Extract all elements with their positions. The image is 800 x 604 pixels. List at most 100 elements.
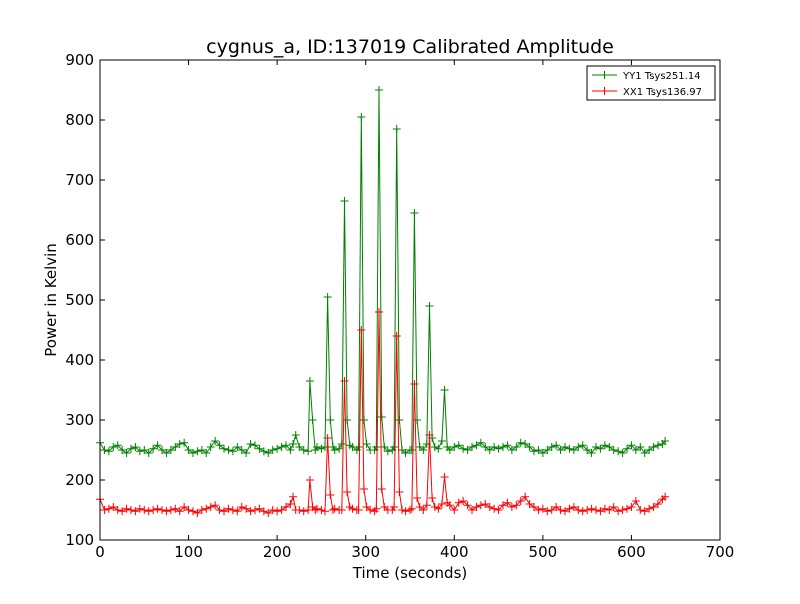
data-point bbox=[104, 504, 113, 513]
data-point bbox=[578, 507, 587, 516]
data-point bbox=[372, 443, 381, 451]
data-point bbox=[472, 441, 481, 450]
data-point bbox=[268, 446, 277, 454]
data-point bbox=[289, 492, 298, 501]
data-point bbox=[587, 449, 596, 457]
data-point bbox=[552, 503, 561, 511]
data-point bbox=[149, 506, 158, 514]
series-1 bbox=[96, 308, 670, 517]
data-point bbox=[530, 447, 538, 456]
data-point bbox=[153, 441, 162, 450]
data-point bbox=[122, 449, 131, 457]
data-point bbox=[596, 444, 605, 453]
data-point bbox=[242, 449, 251, 457]
data-point bbox=[631, 497, 640, 505]
series-line bbox=[99, 311, 666, 514]
data-point bbox=[113, 506, 122, 514]
data-point bbox=[197, 446, 206, 454]
plot-frame bbox=[99, 59, 721, 541]
y-tick-label: 800 bbox=[65, 111, 94, 129]
data-point bbox=[468, 443, 476, 451]
data-point bbox=[131, 507, 140, 516]
data-point bbox=[144, 507, 153, 516]
data-point bbox=[623, 504, 631, 513]
data-point bbox=[398, 506, 407, 514]
data-point bbox=[375, 308, 383, 316]
data-point bbox=[295, 506, 304, 514]
data-point bbox=[445, 446, 454, 454]
data-point bbox=[383, 447, 392, 456]
data-point bbox=[118, 507, 127, 516]
data-point bbox=[661, 437, 670, 445]
data-point bbox=[286, 446, 295, 454]
data-point bbox=[507, 503, 516, 511]
data-point bbox=[357, 326, 366, 334]
data-point bbox=[162, 507, 171, 516]
x-tick-label: 700 bbox=[706, 543, 735, 561]
data-point bbox=[440, 473, 449, 481]
data-point bbox=[228, 506, 237, 514]
data-point bbox=[425, 302, 434, 310]
data-point bbox=[440, 386, 449, 394]
data-point bbox=[578, 441, 587, 450]
data-point bbox=[645, 504, 654, 513]
data-point bbox=[323, 434, 332, 442]
data-point bbox=[445, 501, 454, 510]
data-point bbox=[596, 507, 605, 516]
data-point bbox=[463, 446, 472, 454]
data-point bbox=[605, 506, 614, 514]
data-point bbox=[437, 437, 446, 445]
data-point bbox=[390, 503, 399, 511]
data-point bbox=[459, 444, 468, 453]
legend-swatch-marker bbox=[600, 87, 609, 95]
data-point bbox=[135, 504, 144, 513]
data-point bbox=[463, 501, 472, 510]
data-point bbox=[556, 446, 565, 454]
data-point bbox=[273, 507, 282, 516]
y-tick-label: 500 bbox=[65, 291, 94, 309]
data-point bbox=[189, 507, 197, 516]
data-point bbox=[237, 446, 246, 454]
data-point bbox=[640, 449, 649, 457]
data-point bbox=[407, 446, 416, 454]
data-point bbox=[419, 506, 428, 514]
data-point bbox=[618, 449, 627, 457]
data-point bbox=[512, 501, 521, 510]
data-point bbox=[357, 113, 366, 121]
y-tick-label: 600 bbox=[65, 231, 94, 249]
data-point bbox=[135, 447, 144, 456]
data-point bbox=[282, 441, 290, 450]
data-point bbox=[499, 501, 507, 510]
data-point bbox=[494, 444, 503, 453]
data-point bbox=[454, 441, 463, 450]
data-point bbox=[490, 504, 499, 513]
data-point bbox=[340, 377, 349, 385]
data-point bbox=[425, 431, 434, 439]
data-point bbox=[525, 443, 534, 451]
data-point bbox=[503, 441, 512, 450]
data-point bbox=[180, 503, 189, 511]
data-point bbox=[308, 416, 317, 424]
data-point bbox=[561, 507, 569, 516]
data-point bbox=[313, 443, 321, 451]
data-point bbox=[543, 446, 552, 454]
data-point bbox=[636, 443, 645, 451]
data-point bbox=[636, 506, 645, 514]
data-point bbox=[127, 444, 135, 453]
data-point bbox=[485, 446, 494, 454]
data-point bbox=[330, 446, 339, 454]
data-point bbox=[211, 437, 220, 445]
data-point bbox=[206, 443, 215, 451]
series-line bbox=[99, 89, 666, 454]
data-point bbox=[184, 446, 193, 454]
data-point bbox=[144, 449, 153, 457]
data-point bbox=[583, 506, 592, 514]
data-point bbox=[242, 504, 251, 513]
data-point bbox=[609, 503, 618, 511]
data-point bbox=[251, 506, 259, 514]
data-point bbox=[215, 441, 224, 450]
data-point bbox=[552, 441, 561, 450]
data-point bbox=[503, 498, 512, 507]
data-point bbox=[649, 443, 658, 451]
data-point bbox=[109, 503, 118, 511]
